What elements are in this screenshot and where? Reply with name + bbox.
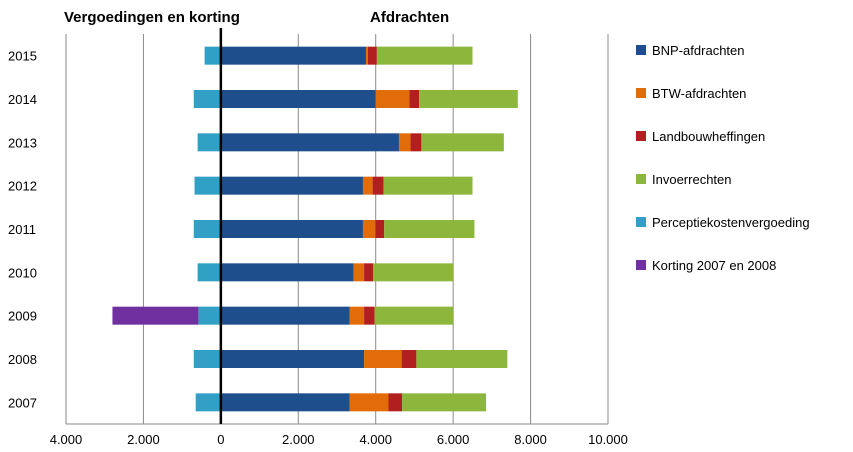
x-tick-label: 4.000 (50, 432, 83, 447)
legend-swatch (636, 131, 646, 141)
bar-bnp-afdrachten-2012 (220, 176, 363, 195)
bar-landbouwheffingen-2010 (364, 263, 374, 282)
category-label: 2013 (8, 135, 37, 150)
legend-label: BNP-afdrachten (652, 43, 745, 58)
category-label: 2011 (8, 222, 36, 237)
bar-bnp-afdrachten-2015 (220, 46, 367, 65)
category-labels: 2015 2014 2013 2012 2011 2010 2009 2008 2007 (8, 49, 37, 411)
bar-perceptiekostenvergoeding-2011 (193, 220, 221, 238)
bar-invoerrechten-2009 (374, 306, 454, 325)
x-tick-label: 4.000 (359, 432, 392, 447)
bar-invoerrechten-2014 (419, 90, 518, 108)
bar-perceptiekostenvergoeding-2010 (197, 263, 221, 282)
x-tick-label: 8.000 (514, 432, 547, 447)
bar-landbouwheffingen-2012 (372, 176, 384, 195)
bar-invoerrechten-2015 (376, 46, 473, 65)
bar-btw-afdrachten-2013 (398, 133, 411, 152)
bar-bnp-afdrachten-2008 (220, 350, 365, 368)
bar-btw-afdrachten-2008 (364, 350, 402, 368)
bar-landbouwheffingen-2009 (364, 306, 375, 325)
bar-landbouwheffingen-2007 (388, 393, 403, 412)
category-label: 2010 (8, 265, 37, 280)
bar-bnp-afdrachten-2014 (220, 90, 376, 108)
bar-btw-afdrachten-2010 (353, 263, 365, 282)
x-tick-label: 0 (217, 432, 224, 447)
x-tick-label: 6.000 (437, 432, 470, 447)
legend-label: Invoerrechten (652, 172, 732, 187)
bar-invoerrechten-2013 (421, 133, 504, 152)
legend-swatch (636, 45, 646, 55)
bar-bnp-afdrachten-2011 (220, 220, 363, 238)
bar-bnp-afdrachten-2013 (220, 133, 399, 152)
bar-invoerrechten-2007 (402, 393, 487, 412)
bar-landbouwheffingen-2008 (401, 350, 417, 368)
bar-landbouwheffingen-2011 (375, 220, 385, 238)
bar-landbouwheffingen-2015 (367, 46, 377, 65)
category-label: 2012 (8, 179, 37, 194)
category-label: 2014 (8, 92, 37, 107)
bar-perceptiekostenvergoeding-2013 (197, 133, 221, 152)
bar-bnp-afdrachten-2007 (220, 393, 350, 412)
legend-swatch (636, 174, 646, 184)
bar-perceptiekostenvergoeding-2014 (193, 90, 221, 108)
bar-perceptiekostenvergoeding-2012 (194, 176, 221, 195)
bar-invoerrechten-2012 (383, 176, 473, 195)
bar-bnp-afdrachten-2010 (220, 263, 354, 282)
bar-btw-afdrachten-2011 (362, 220, 376, 238)
legend-label: Perceptiekostenvergoeding (652, 215, 810, 230)
x-tick-labels: 4.000 2.000 0 2.000 4.000 6.000 8.000 10.000 (50, 432, 628, 447)
bar-btw-afdrachten-2009 (349, 306, 365, 325)
category-label: 2008 (8, 352, 37, 367)
bar-landbouwheffingen-2014 (409, 90, 420, 108)
legend: BNP-afdrachten BTW-afdrachten Landbouwheff… (636, 43, 810, 273)
bar-perceptiekostenvergoeding-2008 (193, 350, 221, 368)
legend-label: Landbouwheffingen (652, 129, 765, 144)
bar-perceptiekostenvergoeding-2007 (195, 393, 221, 412)
legend-label: Korting 2007 en 2008 (652, 258, 776, 273)
bar-btw-afdrachten-2012 (362, 176, 373, 195)
bar-invoerrechten-2011 (384, 220, 475, 238)
x-tick-label: 2.000 (127, 432, 160, 447)
bar-perceptiekostenvergoeding-2009 (198, 306, 221, 325)
bar-invoerrechten-2010 (373, 263, 454, 282)
x-tick-label: 10.000 (588, 432, 628, 447)
left-header: Vergoedingen en korting (64, 9, 240, 26)
legend-swatch (636, 217, 646, 227)
category-label: 2009 (8, 309, 37, 324)
bar-korting-2007-en-2008-2009 (112, 306, 199, 325)
bar-btw-afdrachten-2007 (349, 393, 389, 412)
right-header: Afdrachten (370, 9, 449, 26)
legend-label: BTW-afdrachten (652, 86, 746, 101)
bar-landbouwheffingen-2013 (410, 133, 422, 152)
legend-swatch (636, 260, 646, 270)
bar-btw-afdrachten-2014 (375, 90, 410, 108)
bar-btw-afdrachten-2015 (366, 46, 368, 65)
bar-perceptiekostenvergoeding-2015 (204, 46, 221, 65)
category-label: 2007 (8, 395, 37, 410)
bars (112, 46, 518, 412)
legend-swatch (636, 88, 646, 98)
x-tick-label: 2.000 (282, 432, 315, 447)
bar-bnp-afdrachten-2009 (220, 306, 350, 325)
bar-invoerrechten-2008 (416, 350, 508, 368)
category-label: 2015 (8, 49, 37, 64)
